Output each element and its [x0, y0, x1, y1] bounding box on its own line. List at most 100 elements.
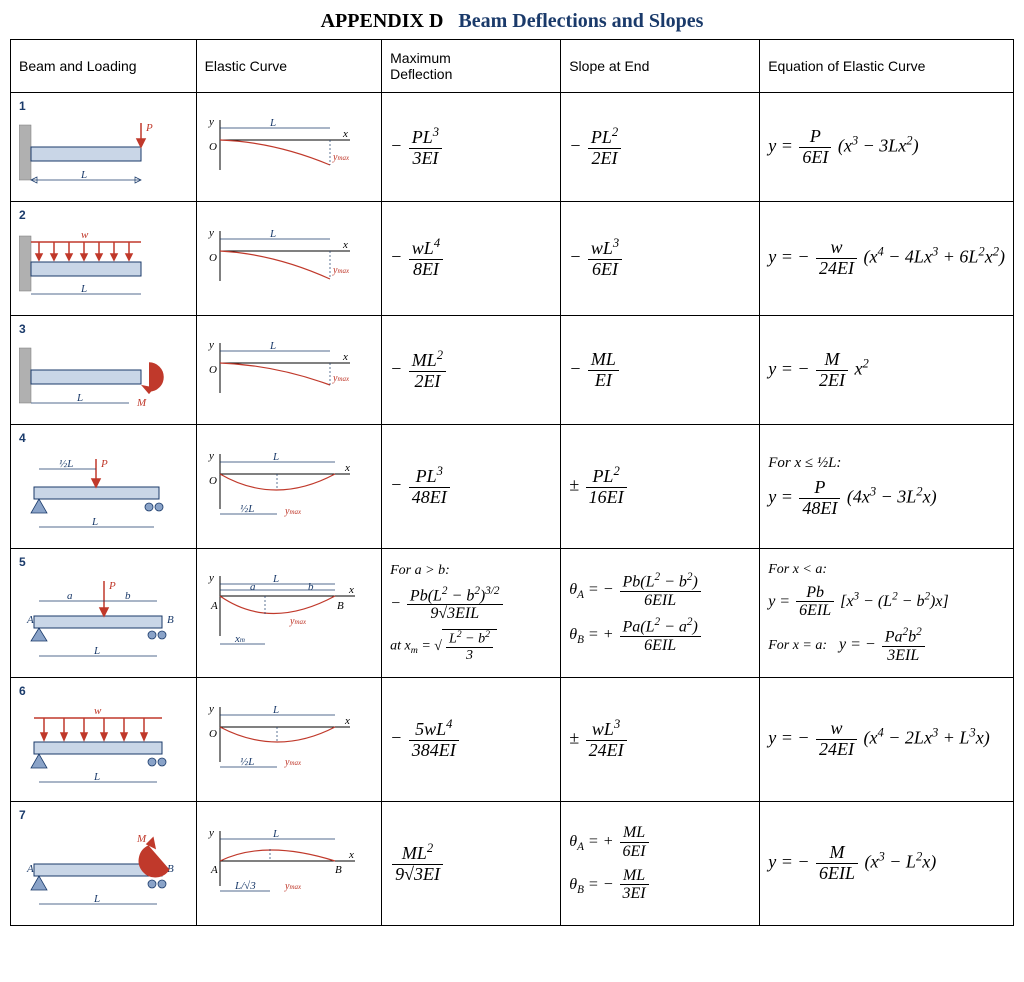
beam-diagram-7: A B M L [19, 824, 179, 919]
svg-text:L: L [269, 228, 276, 240]
case-number: 2 [19, 208, 188, 222]
elastic-curve-5: y A B x L a b xm ymax [205, 566, 365, 661]
elastic-curve-6: y O x L ½L ymax [205, 697, 365, 782]
svg-text:ymax: ymax [284, 757, 302, 768]
equation-1: y = P6EI (x3 − 3Lx2) [768, 127, 1005, 168]
page-title: APPENDIX D Beam Deflections and Slopes [10, 10, 1014, 33]
case-number: 3 [19, 322, 188, 336]
svg-text:½L: ½L [240, 756, 254, 768]
svg-text:L: L [91, 516, 98, 528]
slope-5-b: θB = + Pa(L2 − a2)6EIL [569, 616, 751, 655]
svg-text:x: x [348, 584, 354, 596]
svg-text:A: A [210, 600, 218, 612]
svg-text:O: O [209, 364, 217, 376]
svg-text:a: a [250, 581, 256, 593]
max-deflection-7: ML29√3EI [390, 842, 552, 885]
slope-5-a: θA = − Pb(L2 − b2)6EIL [569, 571, 751, 610]
deflection-table: Beam and Loading Elastic Curve Maximum D… [10, 39, 1014, 926]
case-number: 7 [19, 808, 188, 822]
svg-text:y: y [208, 339, 214, 351]
svg-text:L: L [93, 893, 100, 905]
svg-text:L: L [80, 283, 87, 295]
case-number: 4 [19, 431, 188, 445]
svg-text:a: a [67, 590, 73, 602]
max-deflection-6: − 5wL4384EI [390, 718, 552, 761]
svg-text:½L: ½L [59, 458, 73, 470]
svg-text:L/√3: L/√3 [234, 880, 256, 892]
equation-4-cond: For x ≤ ½L: [768, 455, 1005, 472]
svg-text:L: L [93, 645, 100, 657]
svg-text:y: y [208, 227, 214, 239]
defl-5-at: at xm = √L2 − b23 [390, 629, 552, 663]
svg-text:w: w [94, 705, 102, 717]
svg-text:x: x [348, 849, 354, 861]
equation-4: y = P48EI (4x3 − 3L2x) [768, 478, 1005, 519]
svg-text:ymax: ymax [332, 265, 350, 276]
svg-text:L: L [269, 340, 276, 352]
svg-text:y: y [208, 703, 214, 715]
slope-7-b: θB = − ML3EI [569, 867, 751, 903]
svg-text:y: y [208, 827, 214, 839]
svg-text:ymax: ymax [284, 506, 302, 517]
svg-text:y: y [208, 572, 214, 584]
max-deflection-1: − PL33EI [390, 126, 552, 169]
svg-text:ymax: ymax [332, 373, 350, 384]
beam-diagram-1: P L [19, 115, 179, 195]
max-deflection-2: − wL48EI [390, 237, 552, 280]
defl-5-cond: For a > b: [390, 563, 552, 579]
svg-text:O: O [209, 475, 217, 487]
col-header-curve: Elastic Curve [196, 40, 382, 93]
equation-5-cond2: For x = a: [768, 638, 827, 653]
beam-diagram-5: A B P a b L [19, 571, 179, 671]
svg-text:y: y [208, 116, 214, 128]
svg-text:L: L [272, 451, 279, 463]
col-header-slope: Slope at End [561, 40, 760, 93]
svg-text:M: M [136, 833, 147, 845]
svg-text:O: O [209, 728, 217, 740]
elastic-curve-2: y O x L ymax [205, 221, 365, 296]
svg-text:L: L [93, 771, 100, 783]
svg-text:xm: xm [234, 633, 245, 645]
case-number: 5 [19, 555, 188, 569]
col-header-eq: Equation of Elastic Curve [760, 40, 1014, 93]
svg-text:L: L [269, 117, 276, 129]
elastic-curve-7: y A B x L L/√3 ymax [205, 821, 365, 906]
svg-text:x: x [342, 351, 348, 363]
equation-2: y = − w24EI (x4 − 4Lx3 + 6L2x2) [768, 238, 1005, 279]
svg-text:x: x [344, 462, 350, 474]
svg-text:L: L [76, 392, 83, 404]
slope-4: ± PL216EI [569, 465, 751, 508]
beam-diagram-6: w L [19, 700, 179, 795]
svg-text:O: O [209, 252, 217, 264]
beam-diagram-2: w L [19, 224, 179, 309]
case-row-2: 2 w L y O x L ymax − wL48EI − wL36EI y =… [11, 202, 1014, 316]
svg-text:B: B [335, 864, 342, 876]
beam-diagram-3: M L [19, 338, 179, 418]
equation-6: y = − w24EI (x4 − 2Lx3 + L3x) [768, 719, 1005, 760]
svg-text:P: P [108, 580, 116, 592]
slope-6: ± wL324EI [569, 718, 751, 761]
case-number: 1 [19, 99, 188, 113]
svg-text:x: x [344, 715, 350, 727]
slope-3: − MLEI [569, 350, 751, 391]
slope-7-a: θA = + ML6EI [569, 824, 751, 860]
case-row-5: 5 A B P a b L y A B x L a b xm ymax [11, 549, 1014, 678]
svg-text:O: O [209, 141, 217, 153]
equation-3: y = − M2EI x2 [768, 350, 1005, 391]
max-deflection-3: − ML22EI [390, 349, 552, 392]
svg-text:L: L [80, 169, 87, 181]
col-header-beam: Beam and Loading [11, 40, 197, 93]
svg-text:y: y [208, 450, 214, 462]
case-row-6: 6 w L y O x L ½L ymax − 5wL4384EI ± wL32… [11, 678, 1014, 802]
svg-text:ymax: ymax [332, 152, 350, 163]
svg-text:x: x [342, 128, 348, 140]
col-header-defl: Maximum Deflection [382, 40, 561, 93]
svg-text:M: M [136, 397, 147, 409]
svg-text:A: A [26, 863, 34, 875]
svg-text:b: b [125, 590, 131, 602]
max-deflection-4: − PL348EI [390, 465, 552, 508]
appendix-subtitle: Beam Deflections and Slopes [458, 10, 703, 32]
appendix-label: APPENDIX D [321, 10, 444, 32]
beam-diagram-4: P ½L L [19, 447, 179, 542]
case-row-4: 4 P ½L L y O x L ½L ymax − PL348EI ± PL2… [11, 425, 1014, 549]
